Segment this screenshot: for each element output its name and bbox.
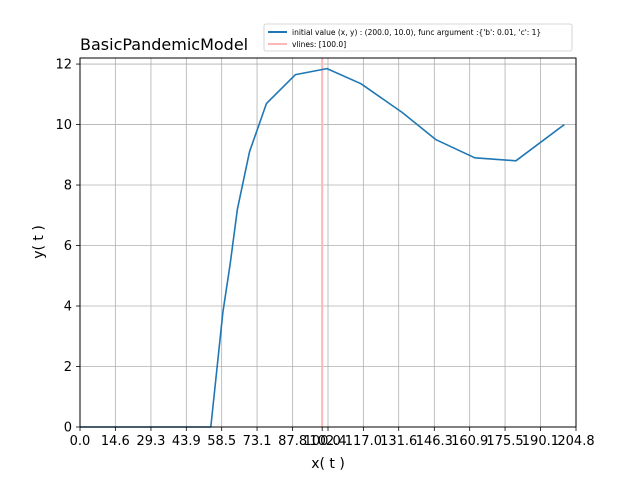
y-tick-label: 8: [64, 179, 72, 194]
legend-vline-label: vlines: [100.0]: [292, 40, 346, 49]
legend: initial value (x, y) : (200.0, 10.0), fu…: [263, 23, 573, 52]
y-axis-ticks: 0 2 4 6 8 10 12: [55, 58, 80, 436]
x-tick-label: 73.1: [243, 434, 272, 449]
x-tick-label: 175.5: [486, 434, 523, 449]
x-tick-label: 131.6: [380, 434, 417, 449]
legend-series-label: initial value (x, y) : (200.0, 10.0), fu…: [292, 28, 541, 37]
chart-title: BasicPandemicModel: [80, 35, 248, 54]
y-tick-label: 4: [64, 300, 72, 315]
x-tick-label: 204.8: [557, 434, 594, 449]
x-tick-label: 87.8: [278, 434, 307, 449]
grid-lines: [79, 58, 577, 428]
series-group: [80, 67, 565, 428]
x-axis-ticks: 0.0 14.6 29.3 43.9 58.5 73.1 87.8100.0102.4117…: [70, 427, 595, 449]
y-tick-label: 6: [64, 239, 72, 254]
x-tick-label: 29.3: [136, 434, 165, 449]
y-tick-label: 0: [64, 421, 72, 436]
x-tick-label: 58.5: [207, 434, 236, 449]
x-tick-label: 117.0: [345, 434, 382, 449]
x-tick-label: 190.1: [522, 434, 559, 449]
x-tick-label: 100.0: [304, 434, 341, 449]
x-tick-label: 0.0: [70, 434, 91, 449]
y-tick-label: 10: [55, 118, 72, 133]
legend-box: [263, 23, 573, 52]
x-tick-label: 102.4: [309, 434, 346, 449]
y-axis-label: y( t ): [31, 225, 47, 259]
series-line: [80, 67, 565, 428]
y-tick-label: 12: [55, 58, 72, 73]
x-tick-label: 43.9: [172, 434, 201, 449]
x-tick-label: 160.9: [451, 434, 488, 449]
x-axis-label: x( t ): [311, 456, 345, 472]
y-tick-label: 2: [64, 360, 72, 375]
x-tick-label: 146.3: [416, 434, 453, 449]
x-tick-label: 14.6: [101, 434, 130, 449]
